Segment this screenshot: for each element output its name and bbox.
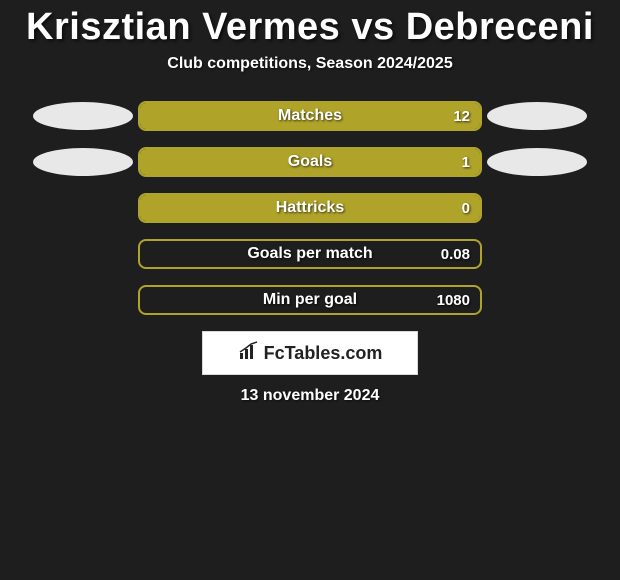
- stat-value: 1080: [437, 292, 470, 309]
- right-blob-slot: [482, 286, 592, 314]
- stat-bar: Hattricks0: [138, 193, 482, 223]
- stat-value: 1: [462, 154, 470, 171]
- logo: FcTables.com: [238, 341, 383, 366]
- player-blob-right: [487, 194, 587, 222]
- player-blob-left: [33, 102, 133, 130]
- logo-box: FcTables.com: [202, 331, 418, 375]
- stat-bar: Min per goal1080: [138, 285, 482, 315]
- stat-value: 12: [453, 108, 470, 125]
- stat-label: Hattricks: [140, 199, 480, 217]
- player-blob-right: [487, 240, 587, 268]
- date-line: 13 november 2024: [0, 387, 620, 405]
- player-blob-left: [33, 240, 133, 268]
- bars-container: Matches12 Goals1 Hattricks0 Goals per match…: [0, 101, 620, 315]
- stat-value: 0: [462, 200, 470, 217]
- player-blob-right: [487, 286, 587, 314]
- left-blob-slot: [28, 102, 138, 130]
- left-blob-slot: [28, 148, 138, 176]
- stat-label: Goals: [140, 153, 480, 171]
- left-blob-slot: [28, 194, 138, 222]
- stat-value: 0.08: [441, 246, 470, 263]
- right-blob-slot: [482, 240, 592, 268]
- left-blob-slot: [28, 286, 138, 314]
- right-blob-slot: [482, 102, 592, 130]
- subtitle: Club competitions, Season 2024/2025: [0, 55, 620, 73]
- stat-label: Goals per match: [140, 245, 480, 263]
- stat-row: Hattricks0: [0, 193, 620, 223]
- stat-label: Matches: [140, 107, 480, 125]
- stat-bar: Goals per match0.08: [138, 239, 482, 269]
- stat-row: Goals1: [0, 147, 620, 177]
- right-blob-slot: [482, 148, 592, 176]
- player-blob-left: [33, 148, 133, 176]
- logo-text: FcTables.com: [264, 343, 383, 364]
- bar-chart-icon: [238, 341, 260, 366]
- page-title: Krisztian Vermes vs Debreceni: [0, 0, 620, 55]
- stat-row: Goals per match0.08: [0, 239, 620, 269]
- stat-bar: Matches12: [138, 101, 482, 131]
- player-blob-right: [487, 148, 587, 176]
- player-blob-right: [487, 102, 587, 130]
- player-blob-left: [33, 194, 133, 222]
- right-blob-slot: [482, 194, 592, 222]
- stat-row: Matches12: [0, 101, 620, 131]
- stat-bar: Goals1: [138, 147, 482, 177]
- stat-row: Min per goal1080: [0, 285, 620, 315]
- player-blob-left: [33, 286, 133, 314]
- left-blob-slot: [28, 240, 138, 268]
- stat-label: Min per goal: [140, 291, 480, 309]
